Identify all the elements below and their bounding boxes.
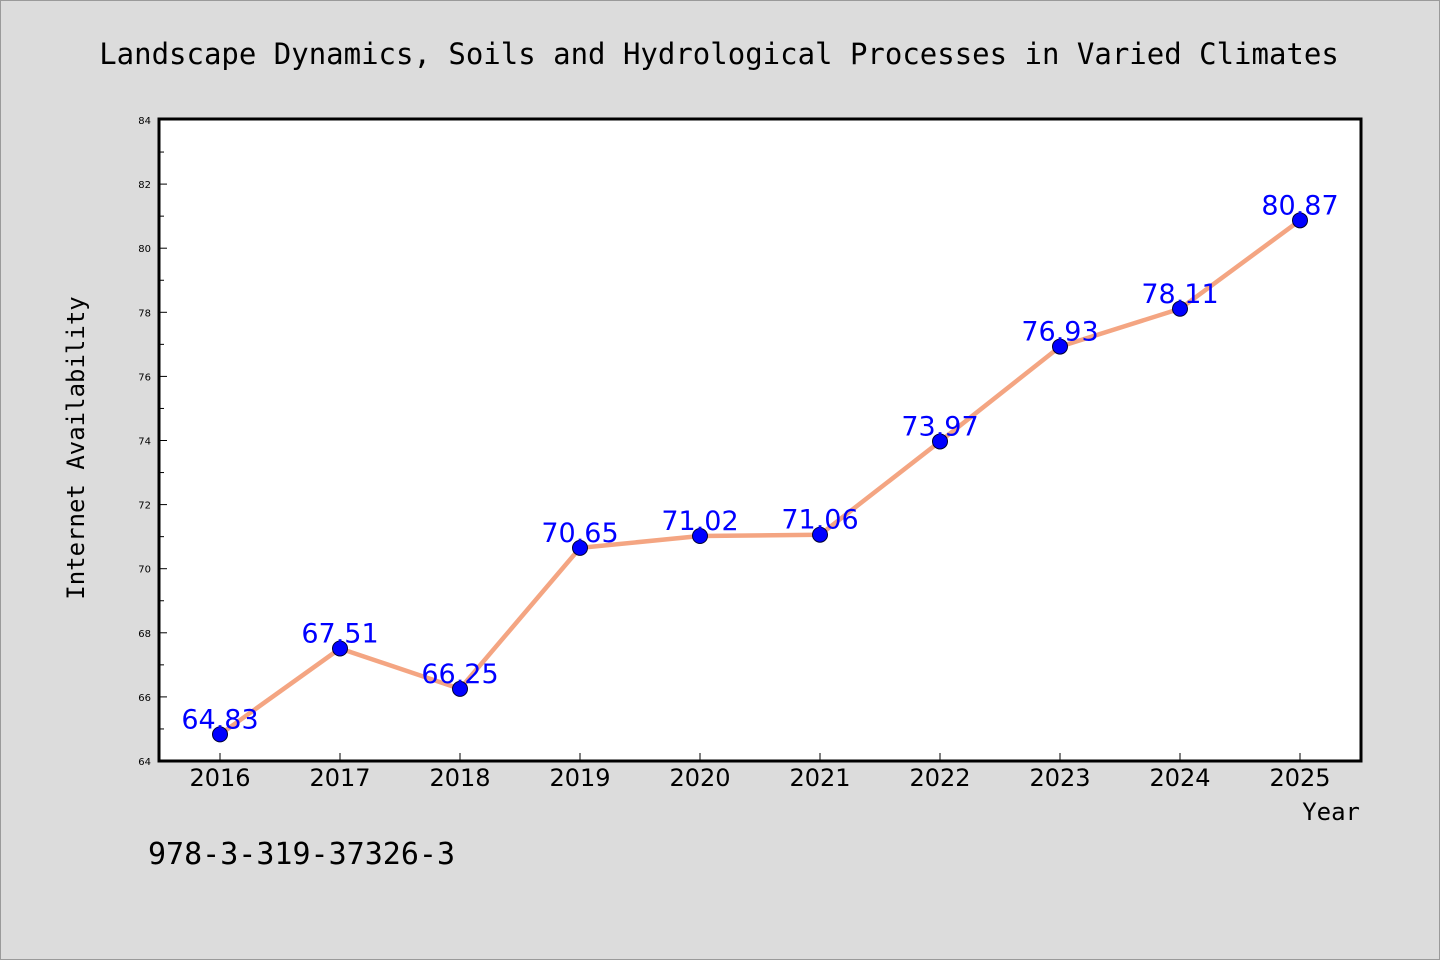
x-tick-label: 2020 — [669, 764, 730, 792]
series-layer — [212, 212, 1308, 743]
x-tick-label: 2019 — [549, 764, 610, 792]
y-axis-label: Internet Availability — [62, 296, 90, 599]
y-tick-label: 80 — [138, 244, 151, 255]
data-label: 64.83 — [181, 704, 258, 735]
data-point — [692, 528, 708, 545]
data-label: 80.87 — [1261, 190, 1338, 221]
y-tick-label: 74 — [138, 437, 151, 448]
x-tick-label: 2025 — [1269, 764, 1330, 792]
data-label: 70.65 — [541, 518, 618, 549]
y-tick-label: 68 — [138, 629, 151, 640]
x-tick-label: 2023 — [1029, 764, 1090, 792]
y-tick-label: 70 — [138, 565, 151, 576]
y-tick-label: 82 — [138, 180, 151, 191]
y-axis: 64 66 68 70 72 74 76 78 80 82 84 — [138, 116, 167, 768]
data-point — [932, 433, 948, 450]
data-label: 66.25 — [421, 659, 498, 690]
data-label: 76.93 — [1021, 317, 1098, 348]
data-label: 71.02 — [661, 506, 738, 537]
chart-title: Landscape Dynamics, Soils and Hydrologic… — [99, 37, 1339, 71]
data-label: 67.51 — [301, 619, 378, 650]
plot-area — [157, 117, 1363, 763]
y-tick-label: 64 — [138, 757, 151, 768]
data-point — [572, 539, 588, 556]
data-point — [452, 680, 468, 697]
data-label: 78.11 — [1141, 279, 1218, 310]
series-line — [217, 218, 1303, 737]
y-tick-label: 78 — [138, 308, 151, 319]
data-point — [1172, 300, 1188, 317]
x-tick-label: 2018 — [429, 764, 490, 792]
y-tick-label: 72 — [138, 501, 151, 512]
data-point — [332, 640, 348, 657]
x-axis: 2016 2017 2018 2019 2020 2021 2022 2023 2024 2025 — [189, 753, 1331, 792]
y-tick-label: 84 — [138, 116, 151, 127]
x-tick-label: 2024 — [1149, 764, 1210, 792]
data-point — [212, 726, 228, 743]
x-tick-label: 2017 — [309, 764, 370, 792]
y-tick-label: 66 — [138, 693, 151, 704]
x-tick-label: 2021 — [789, 764, 850, 792]
data-label: 73.97 — [901, 411, 978, 442]
y-tick-label: 76 — [138, 372, 151, 383]
isbn-text: 978-3-319-37326-3 — [148, 837, 455, 872]
data-point — [1292, 212, 1308, 229]
x-axis-label: Year — [1302, 798, 1360, 826]
data-label: 71.06 — [781, 505, 858, 536]
data-point — [812, 526, 828, 543]
data-labels: 64.83 67.51 66.25 70.65 71.02 71.06 73.97 76.93… — [181, 190, 1338, 735]
x-tick-label: 2016 — [189, 764, 250, 792]
data-point — [1052, 338, 1068, 355]
x-tick-label: 2022 — [909, 764, 970, 792]
